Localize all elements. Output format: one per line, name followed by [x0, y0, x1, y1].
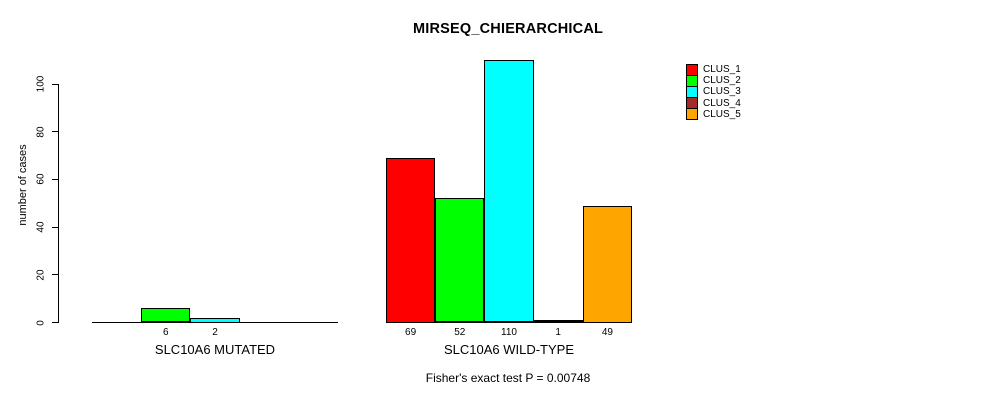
bar-clus_3-slc10a6-wild-type	[484, 60, 534, 323]
bar-value-label: 110	[501, 327, 517, 338]
legend: CLUS_1 CLUS_2 CLUS_3 CLUS_4 CLUS_5	[686, 63, 741, 121]
bar-clus_1-slc10a6-wild-type	[386, 157, 436, 323]
legend-swatch-icon	[686, 74, 698, 87]
y-axis-tick-label-text: 20	[35, 269, 47, 281]
bar-clus_3-slc10a6-mutated	[190, 317, 240, 323]
y-axis-tick	[52, 178, 59, 180]
legend-item-clus_2: CLUS_2	[686, 74, 741, 87]
legend-item-label: CLUS_5	[703, 108, 741, 120]
bar-value-label: 2	[212, 327, 218, 338]
legend-swatch-icon	[686, 85, 698, 98]
group-label-slc10a6-mutated: SLC10A6 MUTATED	[154, 342, 276, 357]
bar-clus_5-slc10a6-wild-type	[582, 205, 632, 323]
legend-item-label: CLUS_3	[703, 86, 741, 98]
baseline-slc10a6-wild-type	[386, 322, 632, 323]
bar-value-label: 6	[163, 327, 169, 338]
bar-value-label: 49	[601, 327, 613, 338]
y-axis-tick-label-text: 0	[35, 319, 47, 326]
y-axis-tick	[52, 274, 59, 276]
bar-value-label: 52	[454, 327, 466, 338]
legend-swatch-icon	[686, 63, 698, 76]
chart-title: MIRSEQ_CHIERARCHICAL	[412, 21, 604, 37]
y-axis-tick	[52, 131, 59, 133]
y-axis-tick	[52, 83, 59, 85]
bar-value-label: 69	[405, 327, 417, 338]
legend-item-label: CLUS_2	[703, 75, 741, 87]
bar-clus_4-slc10a6-wild-type	[533, 320, 583, 323]
legend-item-clus_1: CLUS_1	[686, 63, 741, 76]
y-axis-title-text: number of cases	[17, 144, 29, 226]
bar-clus_2-slc10a6-wild-type	[435, 198, 485, 323]
bar-clus_2-slc10a6-mutated	[141, 308, 191, 323]
legend-item-clus_3: CLUS_3	[686, 85, 741, 98]
bar-value-label: 1	[555, 327, 561, 338]
y-axis-tick-label-text: 80	[35, 126, 47, 138]
stat-annotation: Fisher's exact test P = 0.00748	[425, 371, 591, 385]
legend-item-clus_5: CLUS_5	[686, 108, 741, 121]
y-axis-tick-label-text: 60	[35, 173, 47, 185]
y-axis-line	[58, 84, 59, 323]
y-axis-tick-label-text: 100	[35, 75, 47, 93]
legend-item-label: CLUS_4	[703, 97, 741, 109]
group-label-slc10a6-wild-type: SLC10A6 WILD-TYPE	[443, 342, 575, 357]
legend-swatch-icon	[686, 108, 698, 121]
y-axis-tick	[52, 226, 59, 228]
legend-item-label: CLUS_1	[703, 64, 741, 76]
legend-item-clus_4: CLUS_4	[686, 97, 741, 110]
y-axis-tick	[52, 322, 59, 323]
y-axis-tick-label-text: 40	[35, 221, 47, 233]
legend-swatch-icon	[686, 97, 698, 110]
